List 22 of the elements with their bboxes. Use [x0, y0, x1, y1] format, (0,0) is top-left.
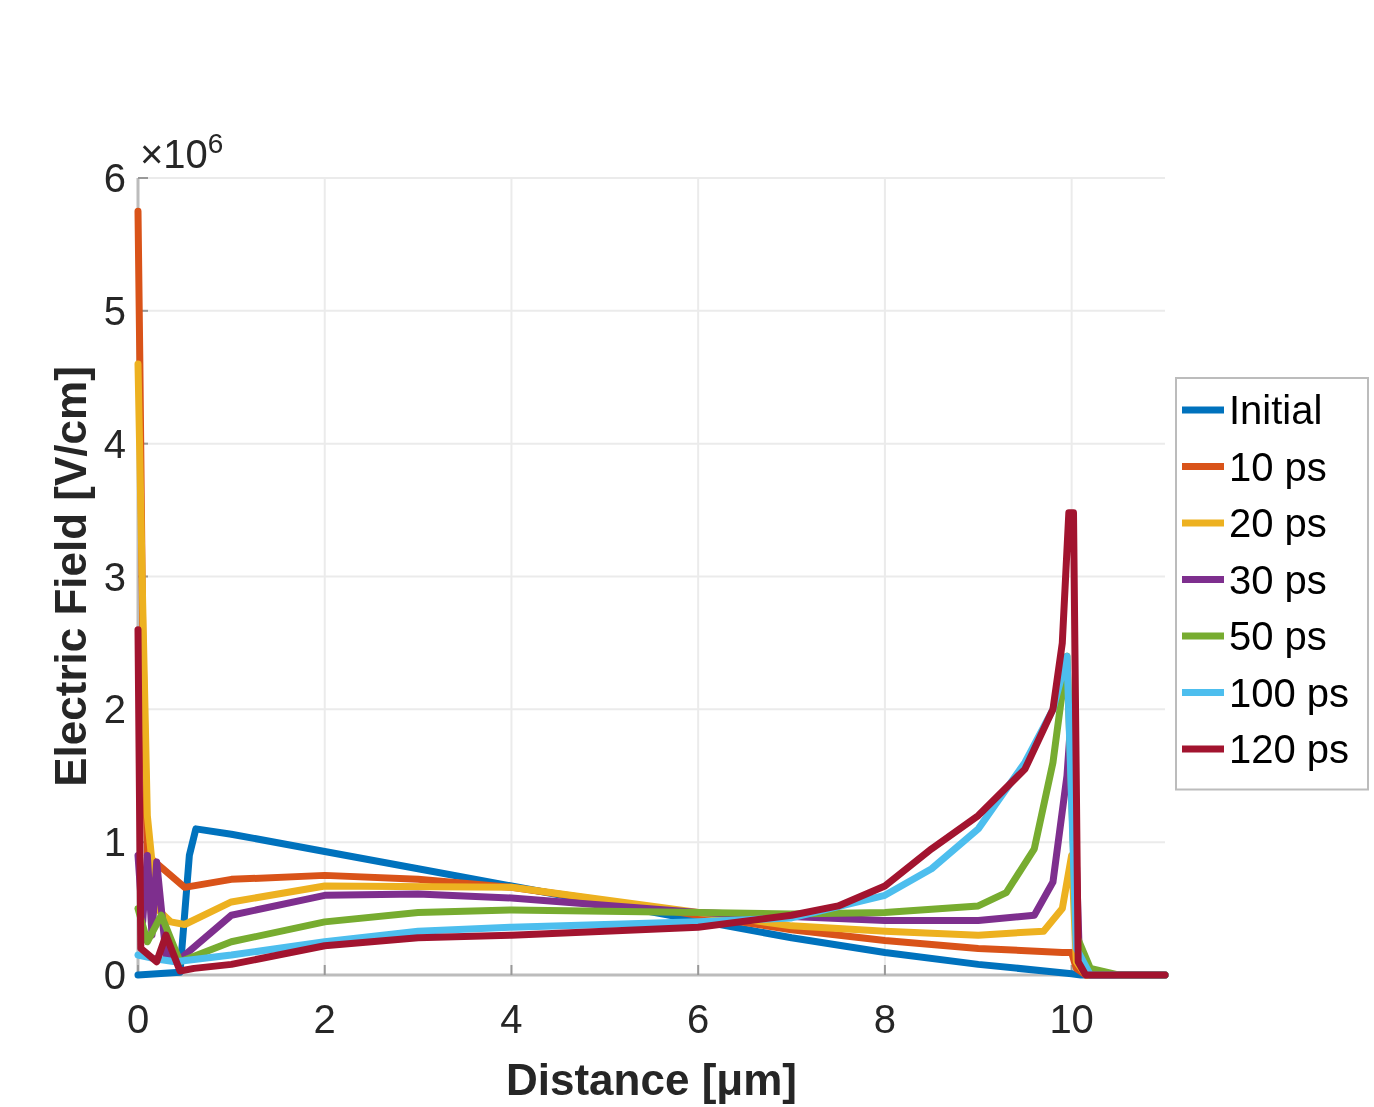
- legend-label: 30 ps: [1229, 557, 1327, 602]
- x-tick-label: 6: [687, 997, 710, 1041]
- legend-label: 20 ps: [1229, 501, 1327, 545]
- x-axis-title: Distance [μm]: [506, 1055, 797, 1104]
- y-tick-label: 6: [103, 156, 126, 200]
- text: ×10$^{6}$: [140, 127, 224, 176]
- y-tick-label: 1: [103, 820, 126, 865]
- legend-label: 120 ps: [1229, 727, 1350, 771]
- y-axis-title: Electric Field [V/cm]: [46, 366, 95, 787]
- x-tick-label: 10: [1049, 997, 1094, 1041]
- x-tick-label: 8: [873, 997, 897, 1041]
- y-tick-label: 2: [103, 687, 126, 732]
- legend-label: Initial: [1229, 388, 1323, 432]
- legend-label: 10 ps: [1229, 444, 1327, 489]
- y-tick-label: 3: [103, 554, 126, 599]
- y-tick-label: 5: [103, 288, 126, 333]
- y-tick-label: 4: [103, 421, 126, 466]
- legend-label: 100 ps: [1229, 670, 1350, 715]
- x-tick-label: 4: [500, 997, 523, 1041]
- x-tick-label: 2: [313, 997, 336, 1041]
- y-tick-label: 0: [103, 953, 126, 997]
- legend-label: 50 ps: [1229, 614, 1327, 658]
